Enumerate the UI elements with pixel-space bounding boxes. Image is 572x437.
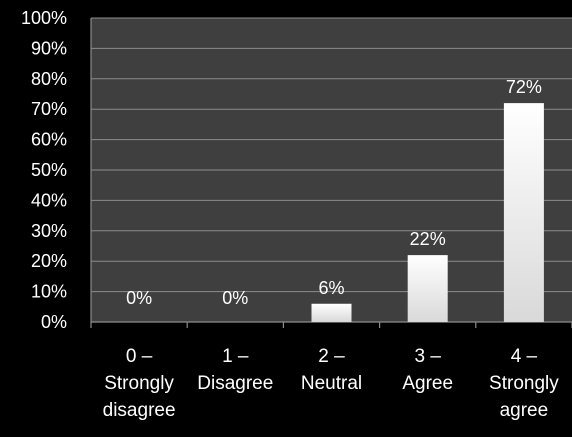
y-tick-label: 90% [31, 38, 67, 58]
category-label-3: 3 – Agree [402, 346, 453, 394]
data-label-3: 22% [410, 229, 446, 249]
category-label-4: 4 – Strongly agree [489, 346, 559, 421]
gridlines [91, 17, 572, 293]
y-tick-label: 30% [31, 221, 67, 241]
category-label-2: 2 – Neutral [301, 346, 362, 394]
bar-3 [407, 255, 448, 322]
data-label-0: 0% [126, 288, 152, 308]
y-tick-label: 0% [41, 312, 67, 332]
data-label-1: 0% [222, 288, 248, 308]
data-label-2: 6% [318, 278, 344, 298]
y-tick-label: 60% [31, 130, 67, 150]
y-tick-label: 10% [31, 282, 67, 302]
x-axis-category-labels: 0 – Strongly disagree 1 – Disagree 2 – Neutral… [103, 346, 560, 421]
y-tick-label: 100% [21, 8, 67, 28]
bar-2 [311, 303, 352, 322]
data-labels: 0% 0% 6% 22% 72% [126, 77, 542, 308]
category-label-0: 0 – Strongly disagree [103, 346, 176, 421]
bars [311, 103, 544, 323]
y-tick-label: 50% [31, 160, 67, 180]
y-tick-label: 40% [31, 190, 67, 210]
category-label-1: 1 – Disagree [197, 346, 273, 394]
y-tick-label: 80% [31, 69, 67, 89]
data-label-4: 72% [506, 77, 542, 97]
y-tick-label: 70% [31, 99, 67, 119]
y-tick-label: 20% [31, 251, 67, 271]
y-axis-tick-labels: 0% 10% 20% 30% 40% 50% 60% 70% 80% 90% 100% [21, 8, 67, 332]
bar-4 [503, 103, 544, 323]
